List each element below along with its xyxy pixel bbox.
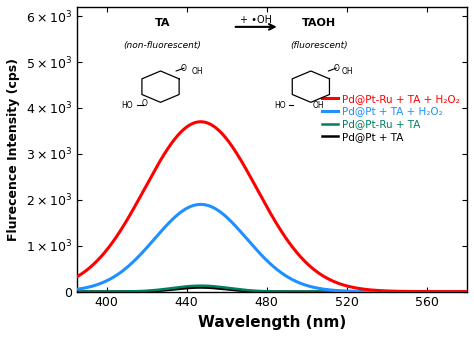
Y-axis label: Flurecence Intensity (cps): Flurecence Intensity (cps) [7, 58, 20, 241]
Text: OH: OH [313, 101, 325, 110]
Legend: Pd@Pt-Ru + TA + H₂O₂, Pd@Pt + TA + H₂O₂, Pd@Pt-Ru + TA, Pd@Pt + TA: Pd@Pt-Ru + TA + H₂O₂, Pd@Pt + TA + H₂O₂,… [320, 92, 462, 144]
Text: + •OH: + •OH [240, 16, 272, 26]
Text: TA: TA [155, 18, 170, 28]
Text: TAOH: TAOH [301, 18, 336, 28]
Text: OH: OH [342, 66, 354, 75]
Text: (non-fluorescent): (non-fluorescent) [124, 41, 201, 50]
Text: HO: HO [121, 101, 133, 110]
Text: O: O [142, 99, 148, 108]
Text: O: O [181, 64, 187, 73]
Text: HO: HO [274, 101, 285, 110]
X-axis label: Wavelength (nm): Wavelength (nm) [198, 315, 346, 330]
Text: OH: OH [192, 66, 203, 75]
Text: (fluorescent): (fluorescent) [290, 41, 347, 50]
Text: O: O [333, 64, 339, 73]
